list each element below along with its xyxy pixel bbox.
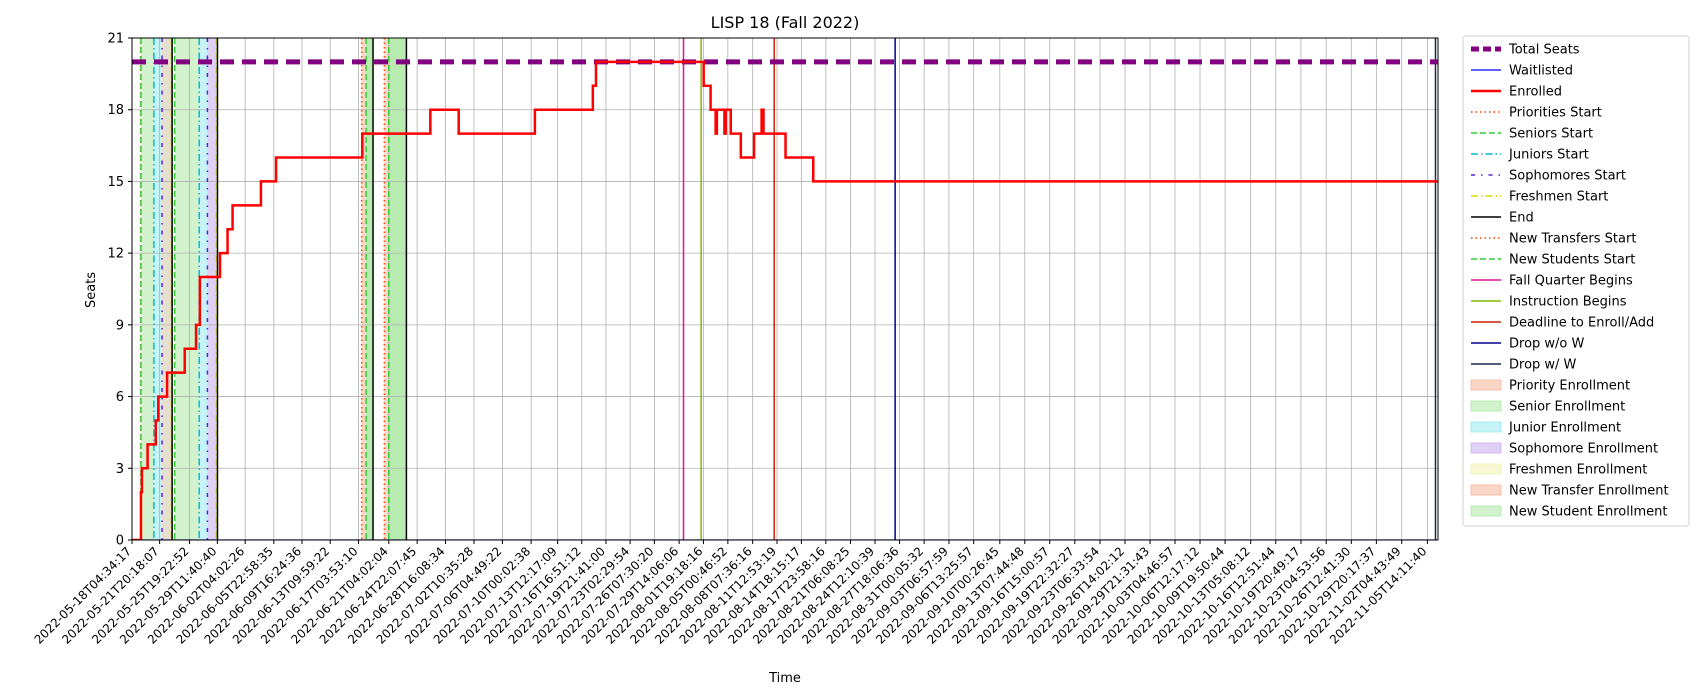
legend-swatch-22 <box>1470 505 1502 517</box>
y-tick-label-5: 15 <box>107 175 124 190</box>
shaded-period-1-3 <box>388 38 407 540</box>
legend-label-15: Drop w/ W <box>1509 358 1577 373</box>
legend-label-8: End <box>1509 211 1534 226</box>
shaded-period-1-2 <box>366 38 374 540</box>
legend-label-20: Freshmen Enrollment <box>1509 463 1647 478</box>
shaded-period-5-0 <box>361 38 367 540</box>
legend-label-22: New Student Enrollment <box>1509 505 1667 520</box>
y-tick-label-6: 18 <box>107 103 124 118</box>
legend-label-17: Senior Enrollment <box>1509 400 1625 415</box>
legend-label-9: New Transfers Start <box>1509 232 1636 247</box>
legend-label-5: Juniors Start <box>1508 148 1589 163</box>
series-line-2 <box>132 60 1438 540</box>
legend-label-19: Sophomore Enrollment <box>1509 442 1658 457</box>
legend-swatch-21 <box>1470 484 1502 496</box>
axes-frame <box>131 37 1439 541</box>
legend-label-2: Enrolled <box>1509 85 1562 100</box>
shaded-period-3-1 <box>207 38 217 540</box>
legend-label-16: Priority Enrollment <box>1509 379 1630 394</box>
y-tick-label-7: 21 <box>107 32 124 47</box>
legend-label-13: Deadline to Enroll/Add <box>1509 316 1654 331</box>
legend-label-18: Junior Enrollment <box>1508 421 1621 436</box>
legend-swatch-17 <box>1470 400 1502 412</box>
shaded-period-6-0 <box>366 38 374 540</box>
y-tick-label-2: 6 <box>116 390 124 405</box>
legend-label-7: Freshmen Start <box>1509 190 1608 205</box>
plot-area: 0369121518212022-05-18T04:34:172022-05-2… <box>32 32 1439 647</box>
legend-label-1: Waitlisted <box>1509 64 1573 79</box>
chart-title: LISP 18 (Fall 2022) <box>711 13 860 32</box>
legend-label-12: Instruction Begins <box>1509 295 1627 310</box>
legend-label-11: Fall Quarter Begins <box>1509 274 1633 289</box>
legend-swatch-18 <box>1470 421 1502 433</box>
legend: Total Seats Waitlisted Enrolled Priorities … <box>1462 35 1690 527</box>
legend-label-21: New Transfer Enrollment <box>1509 484 1669 499</box>
legend-swatch-20 <box>1470 463 1502 475</box>
legend-swatch-16 <box>1470 379 1502 391</box>
shaded-period-1-1 <box>174 38 200 540</box>
y-tick-label-4: 12 <box>107 247 124 262</box>
shaded-period-5-1 <box>384 38 389 540</box>
legend-label-4: Seniors Start <box>1509 127 1593 142</box>
shaded-period-6-1 <box>388 38 407 540</box>
legend-label-0: Total Seats <box>1508 43 1580 58</box>
y-tick-label-0: 0 <box>116 534 124 549</box>
shaded-period-3-0 <box>162 38 172 540</box>
shaded-period-2-1 <box>199 38 208 540</box>
y-tick-label-1: 3 <box>116 462 124 477</box>
legend-label-10: New Students Start <box>1509 253 1635 268</box>
legend-label-14: Drop w/o W <box>1509 337 1585 352</box>
x-axis-label: Time <box>768 671 801 686</box>
legend-swatch-19 <box>1470 442 1502 454</box>
legend-label-6: Sophomores Start <box>1509 169 1626 184</box>
y-tick-label-3: 9 <box>116 318 124 333</box>
shaded-period-1-0 <box>140 38 154 540</box>
legend-frame <box>1462 35 1690 527</box>
shaded-period-4-0 <box>162 38 173 540</box>
legend-label-3: Priorities Start <box>1509 106 1602 121</box>
y-axis-label: Seats <box>84 272 99 308</box>
shaded-period-2-0 <box>153 38 163 540</box>
